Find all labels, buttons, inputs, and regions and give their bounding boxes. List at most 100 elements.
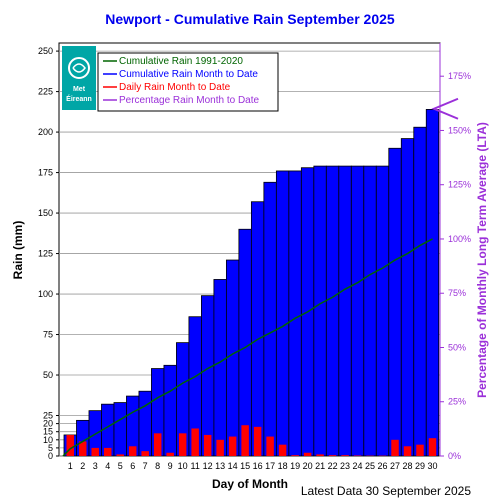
legend-label-lta: Cumulative Rain 1991-2020	[119, 56, 243, 67]
legend-label-daily: Daily Rain Month to Date	[119, 82, 231, 93]
legend-box	[97, 52, 279, 112]
y-tick-label: 15	[43, 427, 53, 437]
x-tick-label: 2	[80, 461, 85, 471]
y-tick-label: 0	[48, 451, 53, 461]
daily-bar	[241, 425, 249, 456]
y2-tick-label: 0%	[448, 451, 461, 461]
daily-bar	[403, 446, 412, 456]
cumulative-bar	[288, 170, 302, 457]
logo-swirl-icon	[68, 57, 90, 79]
x-tick-label: 12	[203, 461, 213, 471]
percentage-marker-icon	[431, 97, 459, 120]
logo-text-met: Met	[73, 86, 86, 93]
x-tick-label: 3	[93, 461, 98, 471]
x-tick-label: 27	[390, 461, 400, 471]
x-tick-label: 11	[190, 461, 199, 471]
x-tick-label: 21	[315, 461, 325, 471]
daily-bar	[141, 451, 149, 456]
footer-latest-data: Latest Data 30 September 2025	[301, 484, 471, 498]
daily-bar	[103, 447, 112, 456]
daily-bars	[66, 425, 437, 456]
cumulative-bar	[363, 165, 377, 457]
y2-axis-title: Percentage of Monthly Long Term Average …	[475, 122, 489, 398]
x-axis-title: Day of Month	[212, 477, 288, 491]
y2-tick-label: 125%	[448, 180, 471, 190]
cumulative-bar	[413, 126, 427, 457]
daily-bar	[191, 428, 199, 456]
cumulative-bar	[400, 138, 415, 457]
legend: Cumulative Rain 1991-2020 Cumulative Rai…	[97, 52, 279, 112]
x-tick-label: 22	[328, 461, 338, 471]
daily-bar	[91, 447, 99, 456]
x-tick-label: 14	[228, 461, 238, 471]
y-tick-label: 175	[38, 168, 53, 178]
x-axis-ticks: 1 2 3 4 5 6 7 8 9 10 11 12 13 14 15 16 17 18 19 20 21 22 23 24 2…	[68, 461, 438, 471]
x-tick-label: 29	[415, 461, 425, 471]
x-tick-label: 6	[130, 461, 135, 471]
cumulative-bar	[263, 181, 277, 457]
daily-bar	[266, 436, 274, 456]
x-tick-label: 19	[290, 461, 300, 471]
legend-label-cumulative: Cumulative Rain Month to Date	[119, 69, 258, 80]
daily-bar	[116, 454, 124, 456]
x-tick-label: 5	[118, 461, 123, 471]
cumulative-bar	[163, 364, 177, 457]
y2-tick-label: 25%	[448, 397, 466, 407]
chart-title: Newport - Cumulative Rain September 2025	[105, 11, 395, 27]
cumulative-bar	[225, 259, 240, 457]
x-tick-label: 16	[253, 461, 263, 471]
y2-tick-label: 100%	[448, 234, 471, 244]
met-eireann-logo: Met Éireann	[62, 46, 96, 110]
y-tick-label: 100	[38, 289, 53, 299]
x-tick-label: 13	[215, 461, 225, 471]
y-tick-label: 10	[43, 435, 53, 445]
logo-swirl-inner-icon	[72, 63, 86, 73]
x-tick-label: 7	[143, 461, 148, 471]
daily-bar	[341, 455, 349, 456]
daily-bar	[253, 426, 262, 456]
y2-tick-label: 150%	[448, 125, 471, 135]
x-tick-label: 23	[340, 461, 350, 471]
daily-bar	[428, 438, 437, 456]
daily-bar	[228, 436, 237, 456]
y-tick-label: 5	[48, 443, 53, 453]
cumulative-bar	[350, 165, 365, 457]
daily-bar	[128, 446, 137, 456]
daily-bar	[178, 433, 187, 456]
y2-tick-label: 175%	[448, 71, 471, 81]
cumulative-bar	[325, 165, 340, 457]
y-tick-label: 125	[38, 249, 53, 259]
percentage-marker	[431, 97, 459, 120]
daily-bar	[416, 444, 424, 456]
daily-bar	[303, 452, 312, 456]
cumulative-bar	[388, 147, 402, 457]
daily-bar	[153, 433, 162, 456]
x-tick-label: 17	[265, 461, 275, 471]
x-tick-label: 25	[365, 461, 375, 471]
x-tick-label: 30	[427, 461, 437, 471]
y-tick-label: 225	[38, 87, 53, 97]
x-tick-label: 10	[178, 461, 188, 471]
y-tick-label: 25	[43, 411, 53, 421]
y-tick-label: 50	[43, 370, 53, 380]
daily-bar	[328, 455, 337, 456]
cumulative-bar	[313, 165, 327, 457]
x-tick-label: 20	[303, 461, 313, 471]
cumulative-bar	[375, 165, 390, 457]
cumulative-bar	[238, 228, 252, 457]
daily-bar	[166, 452, 174, 456]
x-tick-label: 24	[353, 461, 363, 471]
cumulative-bar	[113, 402, 127, 457]
x-tick-label: 8	[155, 461, 160, 471]
x-tick-label: 28	[403, 461, 413, 471]
y-tick-label: 20	[43, 419, 53, 429]
x-tick-label: 4	[105, 461, 110, 471]
y-tick-label: 150	[38, 208, 53, 218]
x-tick-label: 1	[68, 461, 73, 471]
daily-bar	[66, 434, 74, 456]
y-tick-label: 200	[38, 127, 53, 137]
y2-axis-ticks: 0% 25% 50% 75% 100% 125% 150% 175%	[440, 71, 471, 461]
cumulative-bar	[138, 390, 152, 457]
y-axis-title: Rain (mm)	[11, 221, 25, 280]
